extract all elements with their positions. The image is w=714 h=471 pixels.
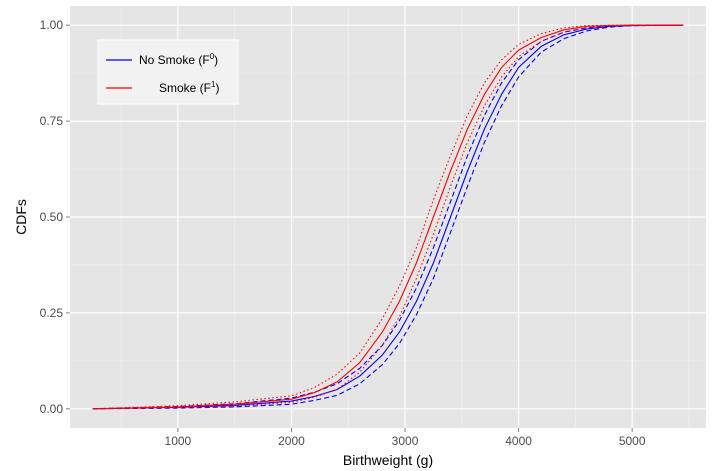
legend-box — [97, 39, 239, 105]
series-layer — [92, 24, 684, 410]
x-tick-label: 5000 — [619, 434, 646, 448]
legend-label-no-smoke: No Smoke (F0) — [139, 52, 218, 67]
series-line-dashed-2 — [92, 24, 684, 410]
legend-label-smoke-text: Smoke (F — [159, 81, 211, 95]
x-tick-label: 4000 — [505, 434, 532, 448]
series-line-solid-3 — [92, 24, 684, 410]
y-tick-label: 0.75 — [40, 114, 64, 128]
x-tick-label: 2000 — [278, 434, 305, 448]
grid-major — [70, 6, 706, 428]
legend-label-smoke-suffix: ) — [215, 81, 219, 95]
x-tick-label: 3000 — [392, 434, 419, 448]
y-tick-label: 1.00 — [40, 18, 64, 32]
legend-label-no-smoke-sup: 0 — [210, 52, 215, 61]
series-line-dashed-1 — [92, 24, 684, 410]
legend-label-no-smoke-suffix: ) — [214, 53, 218, 67]
x-axis-title: Birthweight (g) — [343, 452, 433, 468]
y-axis-ticks: 0.00 0.25 0.50 0.75 1.00 — [40, 18, 70, 416]
y-tick-label: 0.25 — [40, 306, 64, 320]
legend-label-no-smoke-text: No Smoke (F — [139, 53, 210, 67]
x-axis-ticks: 1000 2000 3000 4000 5000 — [165, 428, 646, 448]
y-tick-label: 0.50 — [40, 210, 64, 224]
series-line-solid-0 — [92, 24, 684, 410]
legend-label-smoke-sup: 1 — [211, 80, 216, 89]
y-axis-title: CDFs — [13, 199, 29, 235]
y-tick-label: 0.00 — [40, 402, 64, 416]
legend: No Smoke (F0) Smoke (F1) — [97, 39, 239, 105]
legend-label-smoke: Smoke (F1) — [159, 80, 219, 95]
x-tick-label: 1000 — [165, 434, 192, 448]
